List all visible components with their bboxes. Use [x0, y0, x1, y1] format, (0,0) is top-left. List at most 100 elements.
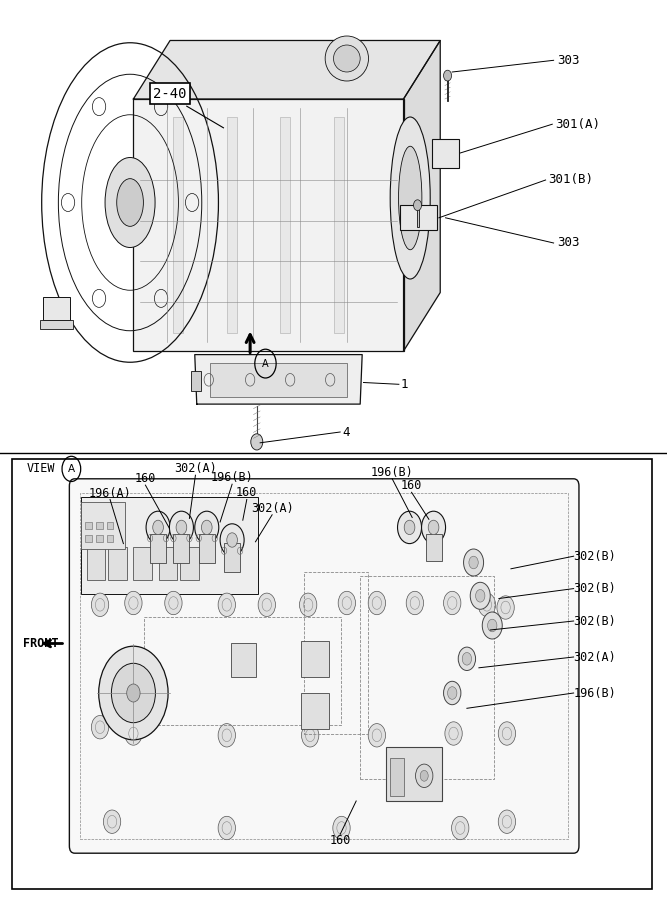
Circle shape — [428, 520, 439, 535]
Polygon shape — [404, 40, 440, 351]
Polygon shape — [43, 297, 70, 320]
Bar — [301, 641, 329, 677]
Bar — [85, 535, 92, 542]
Bar — [87, 547, 105, 580]
Text: A: A — [262, 358, 269, 369]
Circle shape — [103, 810, 121, 833]
Bar — [301, 693, 329, 729]
Circle shape — [406, 591, 424, 615]
Circle shape — [125, 591, 142, 615]
Bar — [432, 139, 459, 168]
Bar — [173, 117, 183, 333]
Circle shape — [464, 549, 484, 576]
Circle shape — [91, 593, 109, 616]
Circle shape — [301, 724, 319, 747]
Circle shape — [368, 724, 386, 747]
Bar — [150, 534, 166, 562]
Circle shape — [91, 716, 109, 739]
Circle shape — [195, 511, 219, 544]
Text: 302(A): 302(A) — [574, 651, 616, 663]
Text: 303: 303 — [557, 54, 580, 67]
Ellipse shape — [105, 158, 155, 248]
Circle shape — [478, 593, 496, 616]
Text: 196(B): 196(B) — [211, 472, 253, 484]
Polygon shape — [40, 320, 73, 328]
Bar — [280, 117, 290, 333]
Circle shape — [469, 556, 478, 569]
Circle shape — [497, 596, 514, 619]
Text: 1: 1 — [401, 378, 408, 391]
Bar — [12, 459, 652, 889]
Text: 303: 303 — [557, 237, 580, 249]
Circle shape — [444, 591, 461, 615]
Bar — [180, 547, 199, 580]
Circle shape — [488, 619, 497, 632]
Bar — [224, 543, 240, 572]
Text: 196(B): 196(B) — [574, 687, 616, 699]
Bar — [400, 205, 437, 230]
Circle shape — [201, 520, 212, 535]
Circle shape — [404, 520, 415, 535]
Text: 301(B): 301(B) — [548, 174, 593, 186]
Circle shape — [452, 816, 469, 840]
Circle shape — [218, 593, 235, 616]
Bar — [144, 616, 341, 724]
Bar — [386, 747, 442, 801]
Circle shape — [176, 520, 187, 535]
Bar — [96, 535, 103, 542]
Circle shape — [498, 810, 516, 833]
Ellipse shape — [117, 178, 143, 227]
Text: 302(A): 302(A) — [174, 463, 217, 475]
Polygon shape — [447, 79, 448, 101]
Text: 196(A): 196(A) — [89, 487, 131, 500]
Circle shape — [153, 520, 163, 535]
Circle shape — [220, 524, 244, 556]
Circle shape — [458, 647, 476, 670]
Polygon shape — [417, 209, 419, 227]
Bar — [360, 576, 494, 778]
Bar — [96, 522, 103, 529]
Bar — [133, 547, 152, 580]
Bar — [191, 371, 201, 391]
Circle shape — [416, 764, 433, 788]
Circle shape — [482, 612, 502, 639]
Bar — [107, 535, 113, 542]
Ellipse shape — [398, 146, 422, 249]
Circle shape — [476, 590, 485, 602]
Text: 2-40: 2-40 — [153, 86, 187, 101]
Bar — [231, 643, 256, 677]
Text: 301(A): 301(A) — [555, 118, 600, 130]
Circle shape — [125, 722, 142, 745]
Bar — [81, 502, 125, 549]
Text: 302(B): 302(B) — [574, 582, 616, 595]
Bar — [80, 493, 568, 839]
Circle shape — [127, 684, 140, 702]
Circle shape — [99, 646, 168, 740]
Circle shape — [218, 816, 235, 840]
Bar — [159, 547, 177, 580]
Text: FRONT: FRONT — [23, 637, 59, 650]
Text: 160: 160 — [236, 487, 257, 500]
Text: VIEW: VIEW — [27, 463, 55, 475]
Ellipse shape — [334, 45, 360, 72]
Text: 160: 160 — [135, 472, 156, 485]
Circle shape — [444, 70, 452, 81]
Circle shape — [414, 200, 422, 211]
Bar — [426, 534, 442, 561]
Circle shape — [448, 687, 457, 699]
Circle shape — [227, 533, 237, 547]
Circle shape — [368, 591, 386, 615]
Circle shape — [422, 511, 446, 544]
Bar — [107, 522, 113, 529]
Ellipse shape — [325, 36, 368, 81]
Bar — [210, 363, 347, 397]
Bar — [304, 572, 368, 734]
Bar — [81, 497, 258, 594]
Circle shape — [398, 511, 422, 544]
Polygon shape — [195, 355, 362, 404]
Bar — [108, 547, 127, 580]
Circle shape — [251, 434, 263, 450]
Circle shape — [111, 663, 155, 723]
FancyBboxPatch shape — [69, 479, 579, 853]
Circle shape — [470, 582, 490, 609]
